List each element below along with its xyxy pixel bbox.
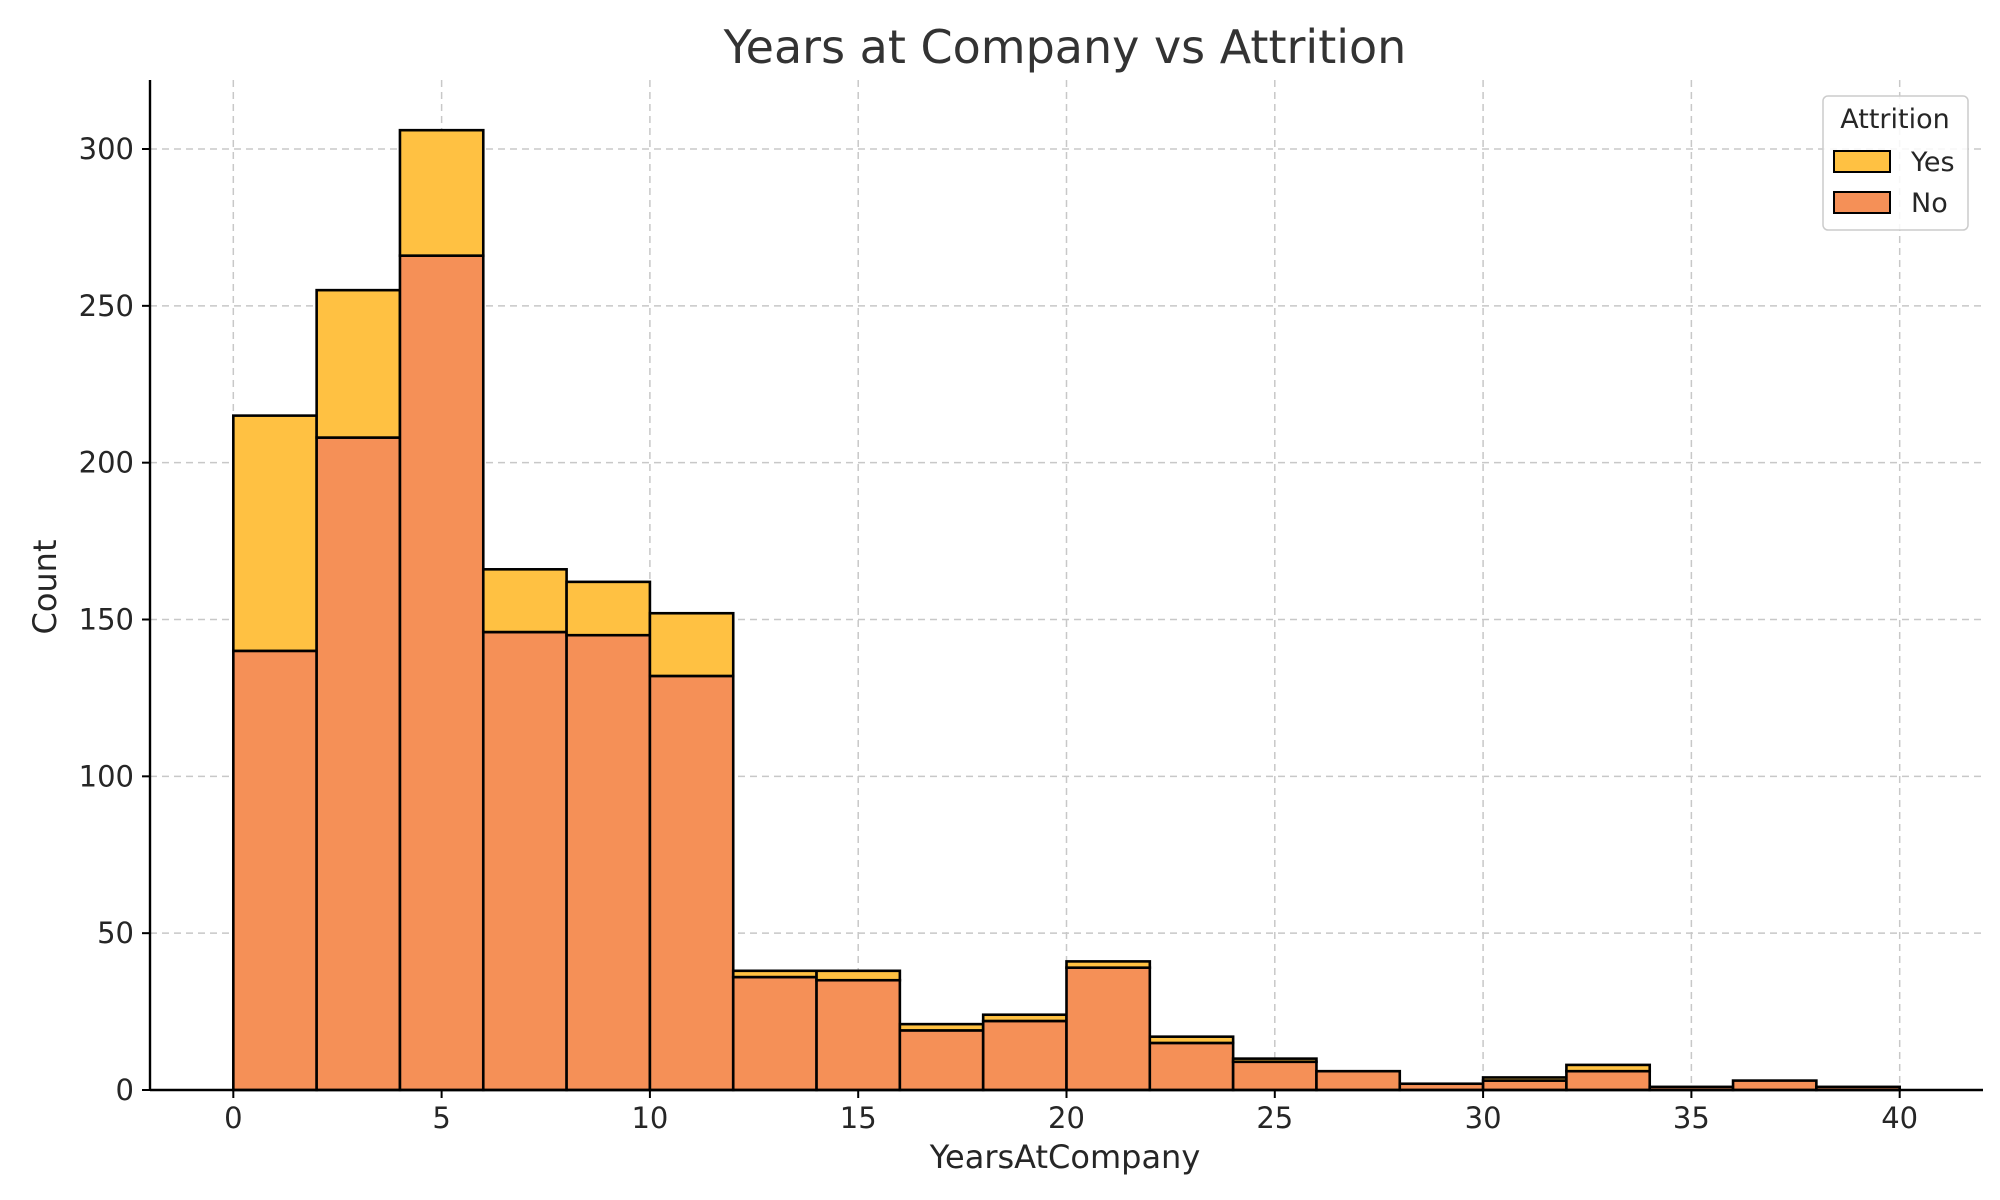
y-axis-label: Count [26,539,64,634]
legend-title: Attrition [1840,104,1950,135]
bar-no [1565,1069,1652,1092]
bar-no [1315,1069,1402,1092]
bar-yes [815,969,902,982]
y-tick-label: 300 [79,132,134,166]
bar-yes [1065,960,1152,969]
legend-swatch-yes [1833,150,1891,173]
bar-yes [981,1013,1068,1023]
x-axis-label: YearsAtCompany [929,1138,1201,1176]
bar-no [481,630,568,1092]
bar-yes [481,568,568,634]
x-tick-label: 0 [224,1101,242,1135]
y-tick-label: 50 [97,916,134,950]
bar-no [1065,966,1152,1092]
bar-no [398,254,485,1092]
bar-no [648,674,735,1092]
y-tick-label: 250 [79,289,134,323]
legend-label-yes: Yes [1910,147,1955,178]
x-tick-label: 30 [1465,1101,1502,1135]
bar-no [981,1019,1068,1092]
bar-yes [648,611,735,678]
y-tick-label: 200 [79,446,134,480]
bar-no [565,633,652,1092]
bar-yes [731,969,818,979]
x-ticks: 0 5 10 15 20 25 30 35 40 [224,1090,1918,1135]
legend: Attrition Yes No [1822,95,1969,231]
y-tick-label: 100 [79,759,134,793]
bar-no [898,1029,985,1092]
y-ticks: 0 50 100 150 200 250 300 [79,132,150,1107]
bar-no [1148,1041,1235,1092]
bar-no [1481,1079,1568,1092]
bar-no [731,975,818,1092]
bar-no [1231,1060,1318,1092]
y-tick-label: 150 [79,603,134,637]
bars [232,128,1901,1092]
x-tick-label: 40 [1881,1101,1918,1135]
bar-yes [565,580,652,637]
bar-yes [1231,1057,1318,1064]
bar-yes [1148,1035,1235,1045]
x-tick-label: 20 [1048,1101,1085,1135]
x-tick-label: 25 [1256,1101,1293,1135]
bar-yes [1481,1076,1568,1082]
bar-yes [398,128,485,257]
bar-yes [315,288,402,439]
x-tick-label: 10 [631,1101,668,1135]
bar-no [1731,1079,1818,1092]
bar-yes [1565,1063,1652,1073]
legend-label-no: No [1911,188,1948,219]
bar-yes [232,414,318,653]
x-tick-label: 5 [432,1101,450,1135]
y-tick-label: 0 [116,1073,134,1107]
bar-yes [898,1022,985,1032]
x-tick-label: 35 [1673,1101,1710,1135]
x-tick-label: 15 [840,1101,877,1135]
legend-swatch-no [1833,191,1891,214]
bar-no [315,436,402,1092]
bar-no [232,649,318,1092]
chart-title: Years at Company vs Attrition [723,20,1407,74]
bar-no [815,978,902,1092]
